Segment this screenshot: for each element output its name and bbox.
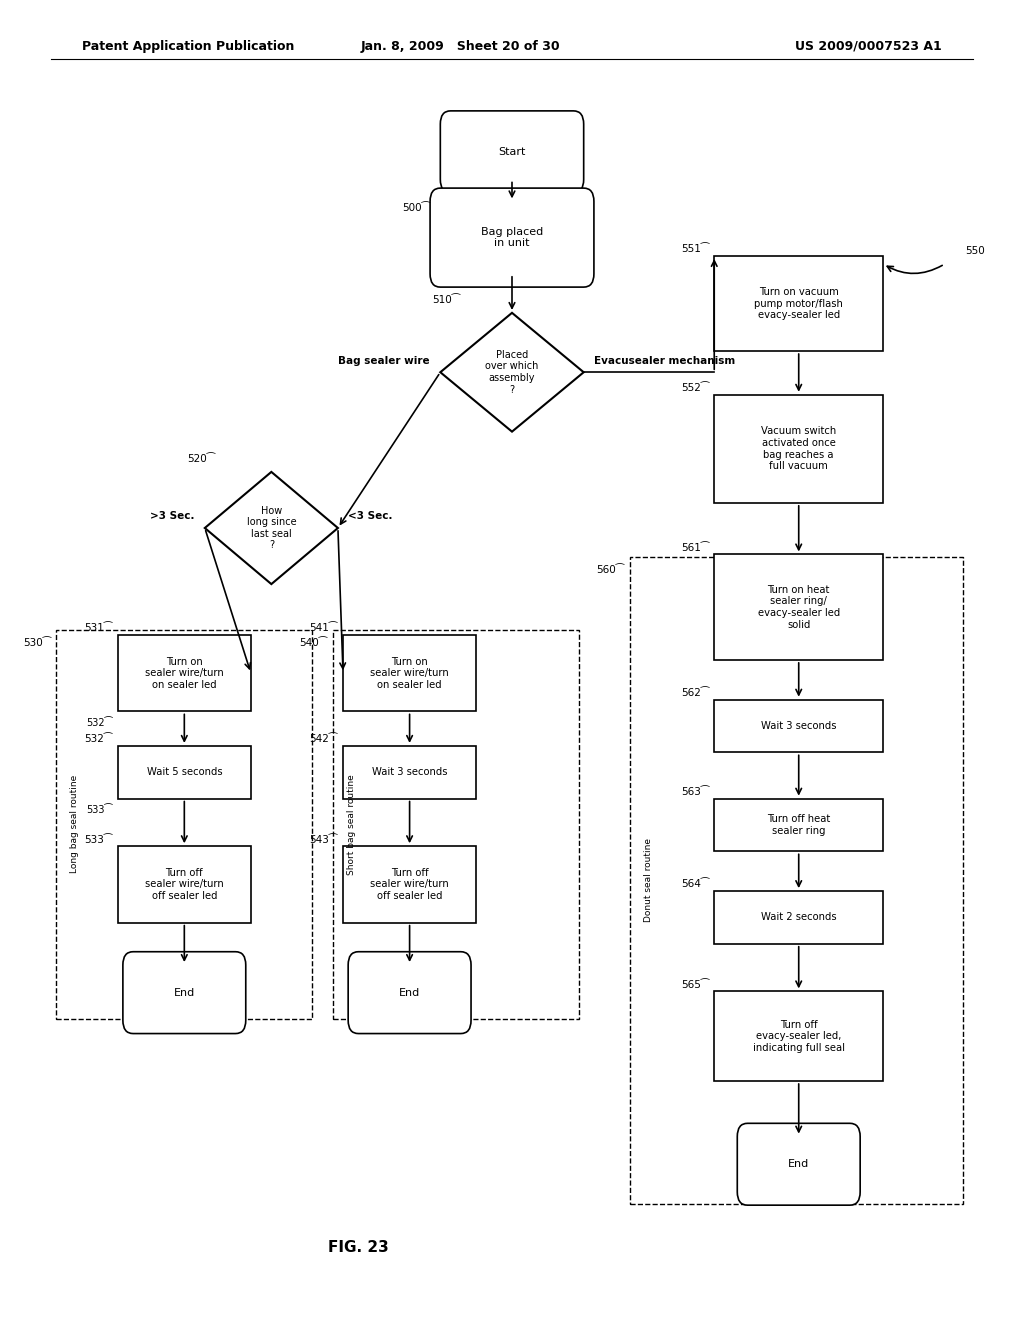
Text: 500⁀: 500⁀ <box>402 203 430 213</box>
Bar <box>333 630 579 1019</box>
Bar <box>343 746 476 799</box>
Text: US 2009/0007523 A1: US 2009/0007523 A1 <box>796 40 942 53</box>
Text: 552⁀: 552⁀ <box>681 383 709 393</box>
Text: 560⁀: 560⁀ <box>597 565 625 576</box>
Text: Wait 5 seconds: Wait 5 seconds <box>146 767 222 777</box>
Text: Long bag seal routine: Long bag seal routine <box>71 775 79 874</box>
Text: 565⁀: 565⁀ <box>681 979 709 990</box>
Polygon shape <box>440 313 584 432</box>
Text: Bag placed
in unit: Bag placed in unit <box>481 227 543 248</box>
FancyBboxPatch shape <box>430 189 594 288</box>
Text: 550: 550 <box>965 246 985 256</box>
FancyBboxPatch shape <box>737 1123 860 1205</box>
Bar <box>715 395 883 503</box>
Text: Wait 3 seconds: Wait 3 seconds <box>372 767 447 777</box>
FancyBboxPatch shape <box>440 111 584 193</box>
Bar <box>715 700 883 752</box>
Text: Turn on vacuum
pump motor/flash
evacу-sealer led: Turn on vacuum pump motor/flash evacу-se… <box>755 286 843 321</box>
Text: 562⁀: 562⁀ <box>681 688 709 698</box>
Text: Turn on heat
sealer ring/
evacу-sealer led
solid: Turn on heat sealer ring/ evacу-sealer l… <box>758 585 840 630</box>
Text: Bag sealer wire: Bag sealer wire <box>339 355 430 366</box>
Text: End: End <box>399 987 420 998</box>
Text: Wait 3 seconds: Wait 3 seconds <box>761 721 837 731</box>
Text: Placed
over which
assembly
?: Placed over which assembly ? <box>485 350 539 395</box>
Text: 532⁀: 532⁀ <box>84 734 113 744</box>
Text: Turn on
sealer wire/turn
on sealer led: Turn on sealer wire/turn on sealer led <box>371 656 449 690</box>
Bar <box>56 630 312 1019</box>
Text: 540⁀: 540⁀ <box>300 638 328 648</box>
Text: Wait 2 seconds: Wait 2 seconds <box>761 912 837 923</box>
Text: 533⁀: 533⁀ <box>84 834 113 845</box>
Text: Turn off heat
sealer ring: Turn off heat sealer ring <box>767 814 830 836</box>
Text: Evacusealer mechanism: Evacusealer mechanism <box>594 355 735 366</box>
Text: End: End <box>788 1159 809 1170</box>
Bar <box>715 554 883 660</box>
Bar <box>630 557 963 1204</box>
Text: Vacuum switch
activated once
bag reaches a
full vacuum: Vacuum switch activated once bag reaches… <box>761 426 837 471</box>
Text: 510⁀: 510⁀ <box>433 294 461 305</box>
Bar <box>715 256 883 351</box>
Text: 543⁀: 543⁀ <box>309 834 338 845</box>
Bar <box>715 799 883 851</box>
Bar <box>715 991 883 1081</box>
Text: 563⁀: 563⁀ <box>681 787 709 797</box>
Text: 530⁀: 530⁀ <box>24 638 51 648</box>
Polygon shape <box>205 473 338 583</box>
Text: 564⁀: 564⁀ <box>681 879 709 890</box>
Bar <box>715 891 883 944</box>
Text: 541⁀: 541⁀ <box>309 623 338 634</box>
Text: Donut seal routine: Donut seal routine <box>644 838 652 923</box>
Text: 542⁀: 542⁀ <box>309 734 338 744</box>
Text: How
long since
last seal
?: How long since last seal ? <box>247 506 296 550</box>
Text: Turn off
sealer wire/turn
off sealer led: Turn off sealer wire/turn off sealer led <box>371 867 449 902</box>
Text: End: End <box>174 987 195 998</box>
Bar <box>343 846 476 923</box>
Text: 561⁀: 561⁀ <box>681 543 709 553</box>
Text: 532⁀: 532⁀ <box>86 718 113 729</box>
Text: 531⁀: 531⁀ <box>84 623 113 634</box>
Text: Jan. 8, 2009   Sheet 20 of 30: Jan. 8, 2009 Sheet 20 of 30 <box>361 40 560 53</box>
FancyBboxPatch shape <box>348 952 471 1034</box>
Text: Turn off
sealer wire/turn
off sealer led: Turn off sealer wire/turn off sealer led <box>145 867 223 902</box>
Bar <box>118 635 251 711</box>
Text: Short bag seal routine: Short bag seal routine <box>347 774 355 875</box>
Bar <box>118 846 251 923</box>
Text: Start: Start <box>499 147 525 157</box>
Text: 533⁀: 533⁀ <box>86 805 113 816</box>
Text: Patent Application Publication: Patent Application Publication <box>82 40 294 53</box>
Text: 520⁀: 520⁀ <box>187 454 215 463</box>
Text: <3 Sec.: <3 Sec. <box>348 511 392 521</box>
Text: FIG. 23: FIG. 23 <box>328 1239 389 1255</box>
Text: Turn off
evacу-sealer led,
indicating full seal: Turn off evacу-sealer led, indicating fu… <box>753 1019 845 1053</box>
FancyBboxPatch shape <box>123 952 246 1034</box>
Text: Turn on
sealer wire/turn
on sealer led: Turn on sealer wire/turn on sealer led <box>145 656 223 690</box>
Text: >3 Sec.: >3 Sec. <box>151 511 195 521</box>
Text: 551⁀: 551⁀ <box>681 244 709 255</box>
Bar <box>118 746 251 799</box>
Bar <box>343 635 476 711</box>
